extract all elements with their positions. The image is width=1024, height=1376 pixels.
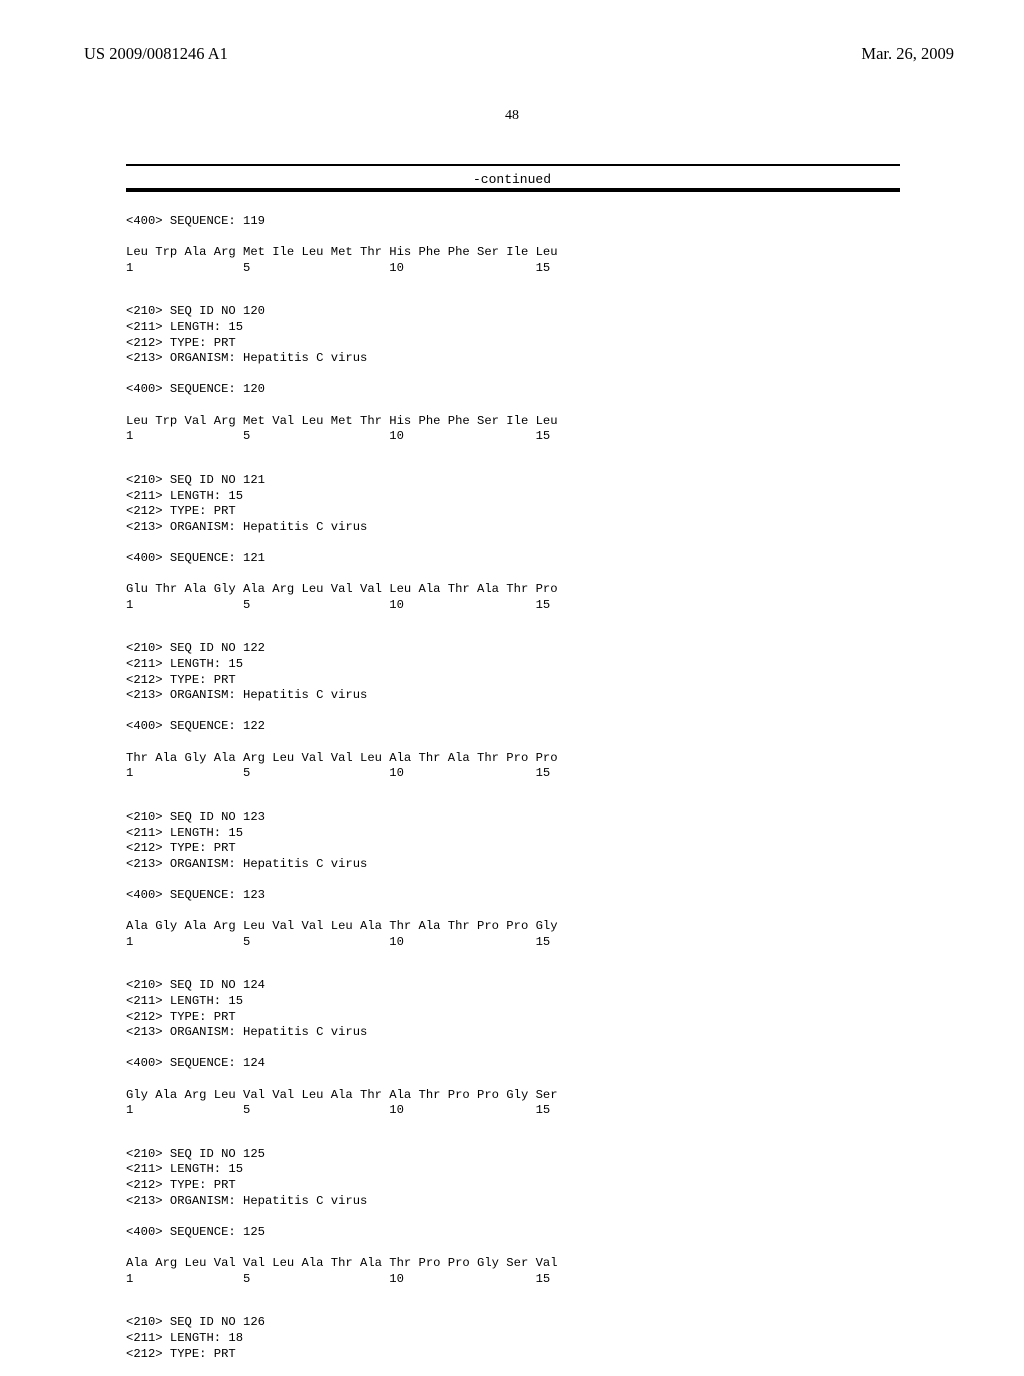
sequence-block: <210> SEQ ID NO 122 <211> LENGTH: 15 <21…	[126, 641, 900, 781]
sequence-block: <210> SEQ ID NO 125 <211> LENGTH: 15 <21…	[126, 1147, 900, 1287]
block-gap	[126, 459, 900, 473]
page-number: 48	[0, 108, 1024, 124]
patent-id: US 2009/0081246 A1	[84, 44, 228, 64]
block-gap	[126, 1133, 900, 1147]
block-gap	[126, 627, 900, 641]
rule-bottom	[126, 188, 900, 192]
continued-label: -continued	[0, 172, 1024, 187]
sequence-block: <210> SEQ ID NO 123 <211> LENGTH: 15 <21…	[126, 810, 900, 950]
sequence-block: <210> SEQ ID NO 124 <211> LENGTH: 15 <21…	[126, 978, 900, 1118]
block-gap	[126, 1301, 900, 1315]
block-gap	[126, 290, 900, 304]
rule-top	[126, 164, 900, 166]
block-gap	[126, 796, 900, 810]
sequence-block: <210> SEQ ID NO 121 <211> LENGTH: 15 <21…	[126, 473, 900, 613]
sequence-block: <400> SEQUENCE: 119 Leu Trp Ala Arg Met …	[126, 214, 900, 276]
block-gap	[126, 964, 900, 978]
sequence-listing: <400> SEQUENCE: 119 Leu Trp Ala Arg Met …	[126, 214, 900, 1376]
page-header: US 2009/0081246 A1 Mar. 26, 2009	[0, 44, 1024, 64]
patent-date: Mar. 26, 2009	[861, 44, 954, 64]
sequence-block: <210> SEQ ID NO 120 <211> LENGTH: 15 <21…	[126, 304, 900, 444]
sequence-block: <210> SEQ ID NO 126 <211> LENGTH: 18 <21…	[126, 1315, 900, 1362]
